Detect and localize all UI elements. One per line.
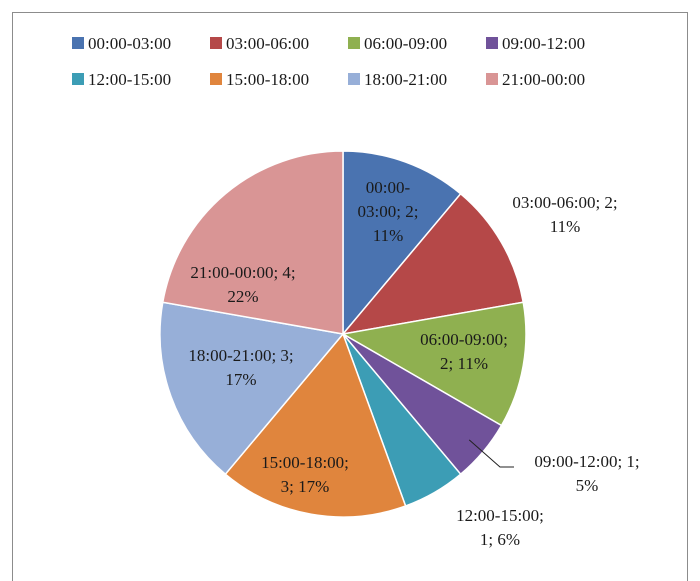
data-label: 09:00-12:00; 1; 5% bbox=[534, 452, 639, 495]
legend-swatch bbox=[348, 73, 360, 85]
pie-slice bbox=[340, 301, 527, 427]
data-label: 12:00-15:00; 1; 6% bbox=[456, 506, 544, 549]
data-label: 00:00-03:00; 2; 11% bbox=[358, 178, 419, 245]
pie-slice bbox=[341, 192, 525, 336]
legend-swatch bbox=[72, 73, 84, 85]
pie-slice bbox=[224, 332, 407, 518]
legend-swatch bbox=[486, 37, 498, 49]
pie-slice bbox=[161, 150, 344, 335]
legend-swatch bbox=[72, 37, 84, 49]
data-label: 15:00-18:00; 3; 17% bbox=[261, 453, 349, 496]
legend-label: 00:00-03:00 bbox=[88, 34, 171, 53]
legend-label: 09:00-12:00 bbox=[502, 34, 585, 53]
data-label: 06:00-09:00; 2; 11% bbox=[420, 330, 508, 373]
legend-label: 12:00-15:00 bbox=[88, 70, 171, 89]
legend-label: 15:00-18:00 bbox=[226, 70, 309, 89]
legend-swatch bbox=[210, 73, 222, 85]
data-label: 21:00-00:00; 4; 22% bbox=[190, 263, 295, 306]
pie-slice bbox=[342, 150, 462, 337]
legend-swatch bbox=[348, 37, 360, 49]
data-label: 18:00-21:00; 3; 17% bbox=[188, 346, 293, 389]
pie-slice bbox=[159, 301, 345, 476]
data-label: 03:00-06:00; 2; 11% bbox=[512, 193, 617, 236]
legend-label: 21:00-00:00 bbox=[502, 70, 585, 89]
legend-label: 03:00-06:00 bbox=[226, 34, 309, 53]
legend-label: 18:00-21:00 bbox=[364, 70, 447, 89]
legend-swatch bbox=[486, 73, 498, 85]
legend-swatch bbox=[210, 37, 222, 49]
leader-line bbox=[468, 439, 514, 468]
legend-label: 06:00-09:00 bbox=[364, 34, 447, 53]
